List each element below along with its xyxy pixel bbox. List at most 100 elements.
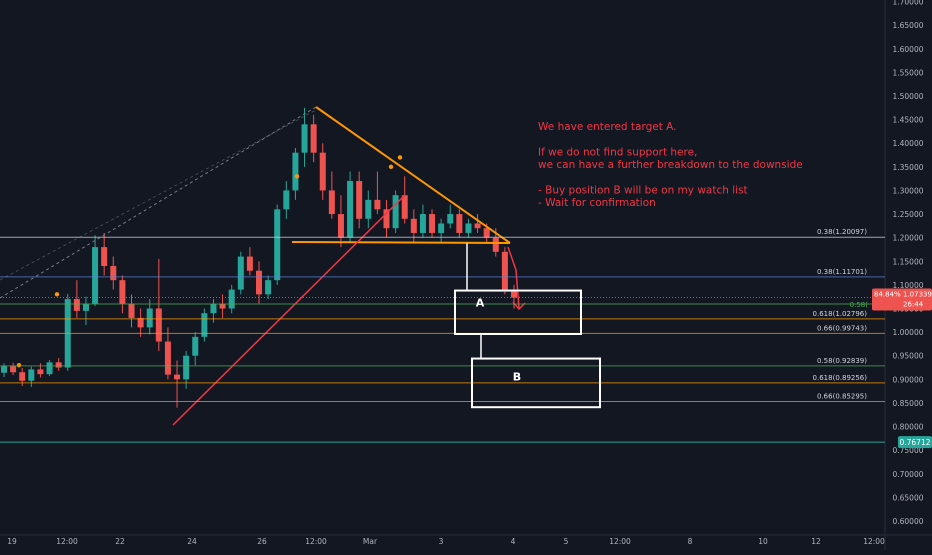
candle-body bbox=[164, 341, 171, 375]
candle-body bbox=[246, 256, 253, 271]
current-price-value: 1.07339 bbox=[903, 290, 932, 298]
candle-body bbox=[347, 181, 354, 238]
candle-body bbox=[192, 336, 199, 356]
candle-body bbox=[10, 366, 17, 373]
marker-price-badge bbox=[898, 436, 932, 449]
annotation-line: If we do not find support here, bbox=[538, 146, 697, 158]
price-tick-label: 1.45000 bbox=[892, 116, 923, 125]
current-price-pct: 84.84% bbox=[874, 290, 901, 298]
rising-support-line bbox=[172, 194, 406, 426]
price-tick-label: 1.30000 bbox=[892, 186, 923, 195]
candle-body bbox=[465, 223, 472, 233]
candle-body bbox=[337, 214, 344, 238]
candle-body bbox=[511, 289, 517, 298]
time-tick-label: 19 bbox=[7, 537, 17, 546]
annotation-line: - Wait for confirmation bbox=[538, 197, 656, 209]
target-box bbox=[471, 357, 601, 409]
price-tick-label: 0.80000 bbox=[892, 423, 923, 432]
target-boxes-layer: AB bbox=[454, 243, 601, 409]
time-tick-label: 12:00 bbox=[56, 537, 78, 546]
time-tick-label: 12 bbox=[811, 537, 821, 546]
candle-body bbox=[447, 214, 454, 224]
candle-body bbox=[28, 369, 35, 381]
price-tick-label: 1.25000 bbox=[892, 210, 923, 219]
candle-body bbox=[46, 362, 53, 375]
candle-body bbox=[419, 214, 426, 233]
current-price-badge bbox=[872, 288, 932, 311]
signal-dot bbox=[388, 164, 394, 170]
candle-body bbox=[265, 280, 272, 295]
candle-body bbox=[301, 124, 308, 153]
annotation-line: - Buy position B will be on my watch lis… bbox=[538, 185, 748, 197]
candle-body bbox=[37, 369, 44, 375]
time-tick-label: 4 bbox=[511, 537, 516, 546]
candle-body bbox=[310, 124, 317, 153]
price-tick-label: 0.75000 bbox=[892, 446, 923, 455]
marker-price-label: 0.76712 bbox=[899, 438, 930, 447]
price-badges-layer: 84.84% 1.07339 26:44 0.76712 bbox=[872, 288, 932, 449]
price-tick-label: 0.90000 bbox=[892, 375, 923, 384]
time-tick-label: 12:00 bbox=[609, 537, 631, 546]
price-tick-label: 1.50000 bbox=[892, 92, 923, 101]
signal-dot bbox=[54, 292, 60, 297]
candle-body bbox=[237, 256, 244, 290]
candle-body bbox=[483, 228, 490, 238]
price-tick-label: 1.15000 bbox=[892, 257, 923, 266]
signal-dot bbox=[16, 362, 22, 368]
price-tick-label: 1.55000 bbox=[892, 68, 923, 77]
time-tick-label: 26 bbox=[257, 537, 267, 546]
time-tick-label: 12:00 bbox=[863, 537, 885, 546]
price-tick-label: 1.70000 bbox=[892, 0, 923, 7]
signal-dot bbox=[397, 155, 403, 160]
candle-body bbox=[201, 313, 208, 337]
fib-level-label: 0.58(0.92839) bbox=[817, 357, 867, 365]
candle-body bbox=[101, 247, 108, 266]
time-tick-label: 5 bbox=[564, 537, 569, 546]
fib-level-label: 0.66(0.85295) bbox=[817, 393, 867, 401]
candle-body bbox=[356, 181, 363, 219]
candle-body bbox=[1, 366, 7, 373]
candle-body bbox=[274, 209, 281, 281]
candle-body bbox=[365, 199, 372, 219]
fib-level-label: 0.618(1.02796) bbox=[813, 310, 868, 318]
price-tick-label: 0.65000 bbox=[892, 493, 923, 502]
candle-body bbox=[456, 214, 463, 233]
candle-body bbox=[146, 308, 153, 328]
price-tick-label: 1.35000 bbox=[892, 163, 923, 172]
time-tick-label: 3 bbox=[439, 537, 444, 546]
annotation-layer: We have entered target A. If we do not fi… bbox=[538, 121, 803, 209]
candle-body bbox=[119, 280, 126, 304]
candle-body bbox=[410, 218, 417, 233]
candle-body bbox=[19, 372, 26, 381]
candle-body bbox=[256, 270, 262, 295]
candle-body bbox=[128, 303, 135, 318]
target-box-label: B bbox=[513, 371, 521, 384]
target-box bbox=[454, 289, 582, 335]
candle-body bbox=[474, 223, 481, 229]
price-axis[interactable]: 0.60000 0.65000 0.70000 0.75000 0.80000 0.850… bbox=[892, 0, 923, 526]
price-tick-label: 1.00000 bbox=[892, 328, 923, 337]
price-tick-label: 0.85000 bbox=[892, 399, 923, 408]
signal-dot bbox=[294, 174, 300, 179]
candle-body bbox=[183, 355, 190, 380]
candle-body bbox=[82, 303, 89, 311]
time-tick-label: 10 bbox=[758, 537, 768, 546]
candle-body bbox=[283, 190, 290, 210]
fib-level-label: 0.38(1.20097) bbox=[817, 228, 867, 236]
candle-body bbox=[73, 299, 80, 311]
time-tick-label: Mar bbox=[363, 537, 378, 546]
candle-body bbox=[155, 308, 162, 342]
candle-body bbox=[92, 247, 99, 304]
fib-levels-layer: 0.38(1.20097) 0.38(1.11701) 0.618(1.02796)… bbox=[0, 228, 885, 443]
annotation-line: we can have a further breakdown to the d… bbox=[538, 159, 803, 171]
triangle-resistance-line bbox=[315, 106, 511, 244]
time-axis[interactable]: 19 12:00 22 24 26 12:00 Mar 3 4 5 12:00 8 10 12 12:00 bbox=[7, 537, 885, 546]
candle-body bbox=[137, 317, 144, 328]
candle-body bbox=[429, 214, 436, 233]
candle-body bbox=[210, 303, 217, 314]
fib-level-label: 0.618(0.89256) bbox=[813, 374, 868, 382]
candle-body bbox=[228, 289, 235, 309]
candle-body bbox=[328, 190, 335, 215]
